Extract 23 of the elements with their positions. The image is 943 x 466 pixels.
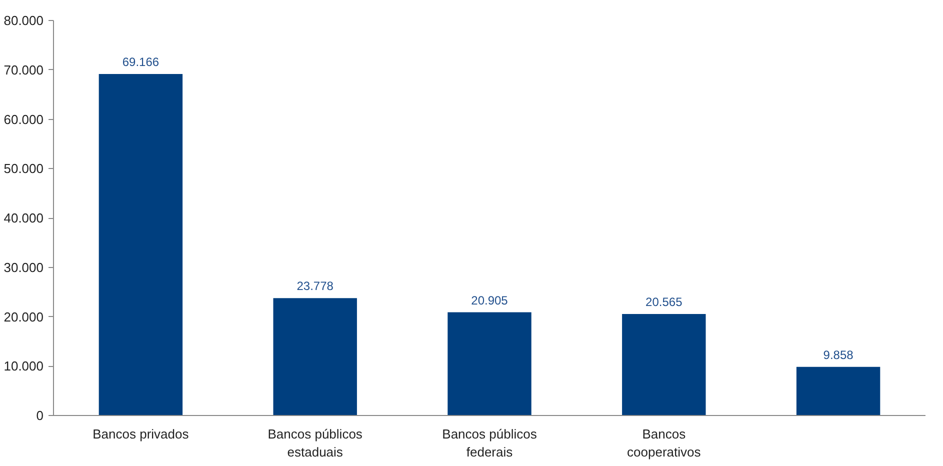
bar <box>622 314 706 416</box>
x-tick-label: Bancos cooperativos <box>627 426 702 460</box>
data-label: 20.565 <box>646 294 683 309</box>
y-tick-label: 20.000 <box>4 309 44 324</box>
y-tick-label: 40.000 <box>4 210 44 226</box>
y-tick-label: 0 <box>36 408 44 423</box>
x-tick-label: Bancos públicos estaduais <box>268 426 363 460</box>
data-label: 9.858 <box>823 348 854 362</box>
bar <box>273 298 357 416</box>
x-tick-label: Bancos públicos federais <box>442 426 538 460</box>
data-label: 69.166 <box>122 54 160 69</box>
bar <box>98 74 183 416</box>
x-tick-label: Bancos privados <box>92 426 190 442</box>
data-label: 20.905 <box>471 293 508 308</box>
y-tick-label: 60.000 <box>4 112 44 127</box>
y-tick-label: 70.000 <box>4 62 44 78</box>
data-label: 23.778 <box>296 279 334 294</box>
bar <box>448 312 532 416</box>
y-tick-label: 10.000 <box>4 358 44 374</box>
y-tick-label: 30.000 <box>4 260 44 275</box>
y-tick-label: 80.000 <box>4 13 44 28</box>
bar <box>796 366 880 416</box>
y-tick-label: 50.000 <box>4 161 44 176</box>
